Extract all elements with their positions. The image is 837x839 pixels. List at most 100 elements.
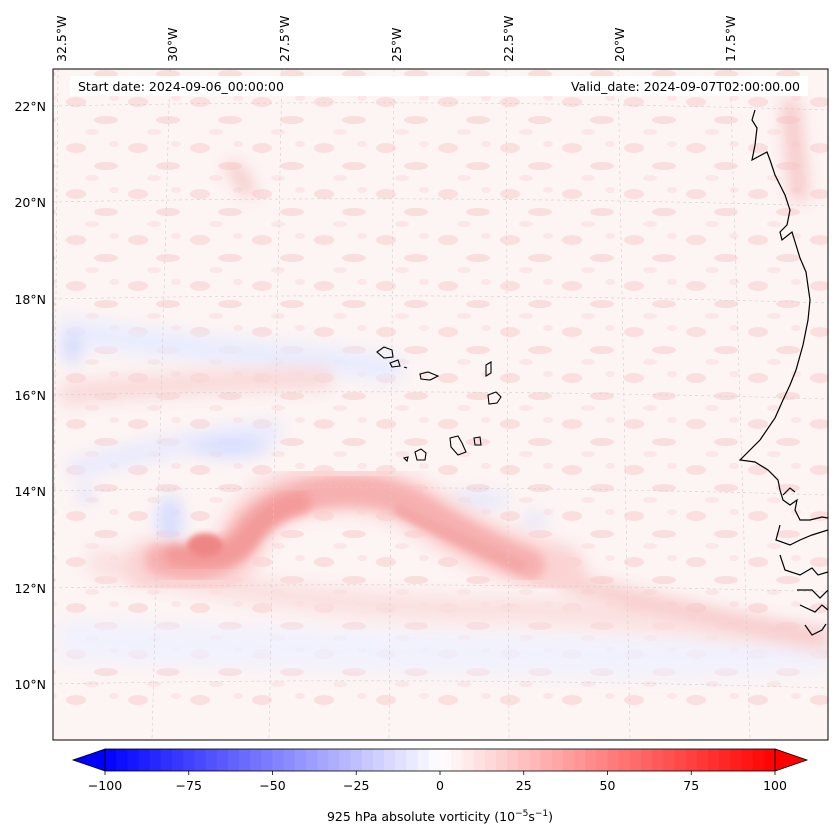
colorbar-cell: [428, 749, 441, 771]
lon-label: 20°W: [612, 27, 627, 62]
colorbar-high-extension: [774, 748, 809, 772]
negative-vorticity-regions: [58, 317, 828, 677]
lat-label: 10°N: [14, 677, 46, 692]
colorbar-tick-label: 25: [516, 778, 532, 793]
colorbar-tick-label: −100: [88, 778, 122, 793]
valid-date-label: Valid_date: 2024-09-07T02:00:00.00: [571, 79, 800, 94]
lat-label: 12°N: [14, 581, 46, 596]
colorbar-label: 925 hPa absolute vorticity (10−5s−1): [327, 809, 553, 824]
colorbar-cell: [361, 749, 374, 771]
start-date-label: Start date: 2024-09-06_00:00:00: [78, 79, 284, 94]
colorbar-cell: [283, 749, 296, 771]
colorbar-cell: [384, 749, 396, 771]
colorbar-cell: [641, 749, 653, 771]
date-header-band: [70, 76, 808, 96]
africa-coastline: [738, 109, 828, 636]
colorbar-cell: [696, 749, 709, 771]
colorbar-cell: [663, 749, 675, 771]
lat-label: 14°N: [14, 484, 46, 499]
colorbar-tick-label: −50: [259, 778, 285, 793]
colorbar-cell: [216, 749, 229, 771]
colorbar-cell: [484, 749, 497, 771]
colorbar-tick-label: 50: [600, 778, 616, 793]
colorbar-low-extension: [71, 748, 106, 772]
colorbar-cell: [518, 749, 530, 771]
colorbar-cell: [462, 749, 474, 771]
colorbar-cell: [194, 749, 206, 771]
colorbar-cell: [562, 749, 575, 771]
vorticity-streamer: [125, 463, 585, 597]
colorbar-cell: [116, 749, 128, 771]
lon-label: 32.5°W: [54, 16, 69, 62]
map-area: [53, 69, 828, 740]
colorbar-cell: [730, 749, 742, 771]
lat-label: 18°N: [14, 292, 46, 307]
colorbar-cell: [551, 749, 564, 771]
colorbar-cell: [339, 749, 352, 771]
colorbar-cell: [250, 749, 262, 771]
colorbar: −100 −75 −50 −25 0 25 50 75 100 925 hPa absolute…: [71, 748, 809, 824]
colorbar-cell: [473, 749, 486, 771]
colorbar-cell: [708, 749, 720, 771]
colorbar-cell: [495, 749, 508, 771]
colorbar-cell: [440, 749, 452, 771]
colorbar-cells: [105, 749, 776, 771]
colorbar-cell: [529, 749, 541, 771]
colorbar-cell: [373, 749, 385, 771]
map-border: [52, 68, 829, 741]
colorbar-cell: [417, 749, 430, 771]
colorbar-cell: [607, 749, 620, 771]
colorbar-ticks: −100 −75 −50 −25 0 25 50 75 100: [88, 771, 787, 793]
lon-label: 17.5°W: [723, 16, 738, 62]
colorbar-cell: [350, 749, 363, 771]
lon-label: 25°W: [389, 27, 404, 62]
lat-gridlines: [53, 102, 828, 689]
lon-gridlines: [53, 69, 751, 740]
colorbar-cell: [149, 749, 162, 771]
colorbar-cell: [719, 749, 731, 771]
colorbar-cell: [205, 749, 218, 771]
colorbar-cell: [540, 749, 553, 771]
colorbar-cell: [618, 749, 631, 771]
colorbar-cell: [328, 749, 340, 771]
colorbar-cell: [138, 749, 151, 771]
colorbar-cell: [574, 749, 586, 771]
colorbar-cell: [406, 749, 419, 771]
colorbar-cell: [741, 749, 754, 771]
colorbar-cell: [239, 749, 251, 771]
colorbar-cell: [127, 749, 139, 771]
colorbar-tick-label: 0: [436, 778, 444, 793]
lon-labels: 32.5°W 30°W 27.5°W 25°W 22.5°W 20°W 17.5…: [54, 16, 738, 62]
lat-label: 22°N: [14, 99, 46, 114]
lat-label: 20°N: [14, 195, 46, 210]
colorbar-cell: [227, 749, 240, 771]
colorbar-cell: [105, 749, 117, 771]
colorbar-cell: [261, 749, 273, 771]
lon-label: 30°W: [165, 27, 180, 62]
colorbar-cell: [507, 749, 519, 771]
colorbar-tick-label: 75: [683, 778, 699, 793]
colorbar-cell: [596, 749, 608, 771]
colorbar-cell: [306, 749, 318, 771]
colorbar-tick-label: 100: [763, 778, 787, 793]
colorbar-cell: [317, 749, 329, 771]
cape-verde-islands: [376, 346, 502, 463]
lat-label: 16°N: [14, 388, 46, 403]
colorbar-cell: [752, 749, 765, 771]
colorbar-cell: [685, 749, 698, 771]
colorbar-cell: [451, 749, 463, 771]
colorbar-cell: [172, 749, 184, 771]
lon-label: 27.5°W: [277, 16, 292, 62]
colorbar-cell: [629, 749, 642, 771]
colorbar-cell: [674, 749, 687, 771]
colorbar-cell: [652, 749, 664, 771]
colorbar-cell: [183, 749, 195, 771]
colorbar-cell: [294, 749, 307, 771]
colorbar-cell: [160, 749, 173, 771]
colorbar-cell: [763, 749, 776, 771]
lat-labels: 22°N 20°N 18°N 16°N 14°N 12°N 10°N: [14, 99, 46, 692]
colorbar-cell: [395, 749, 407, 771]
vorticity-maximum: [187, 533, 223, 557]
colorbar-tick-label: −75: [176, 778, 202, 793]
